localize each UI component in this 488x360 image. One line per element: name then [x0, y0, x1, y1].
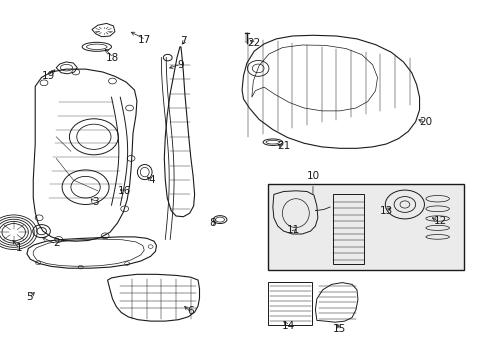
Text: 7: 7 — [180, 36, 186, 46]
Text: 4: 4 — [148, 175, 155, 185]
Text: 9: 9 — [177, 60, 184, 70]
Text: 20: 20 — [418, 117, 431, 127]
Text: 1: 1 — [16, 243, 23, 253]
Text: 10: 10 — [306, 171, 319, 181]
Text: 6: 6 — [187, 306, 194, 316]
Text: 8: 8 — [209, 218, 216, 228]
Bar — [267, 184, 463, 270]
Text: 3: 3 — [92, 197, 99, 207]
Text: 5: 5 — [26, 292, 33, 302]
Text: 15: 15 — [332, 324, 346, 334]
Text: 13: 13 — [379, 206, 392, 216]
Text: 22: 22 — [247, 38, 261, 48]
Text: 14: 14 — [281, 321, 295, 331]
Text: 19: 19 — [42, 71, 56, 81]
Text: 18: 18 — [105, 53, 119, 63]
Text: 17: 17 — [137, 35, 151, 45]
Text: 21: 21 — [276, 141, 290, 151]
Text: 16: 16 — [118, 186, 131, 196]
Bar — [332, 194, 364, 264]
Bar — [267, 282, 311, 325]
Text: 2: 2 — [53, 238, 60, 248]
Text: 12: 12 — [432, 216, 446, 226]
Text: 11: 11 — [286, 225, 300, 235]
